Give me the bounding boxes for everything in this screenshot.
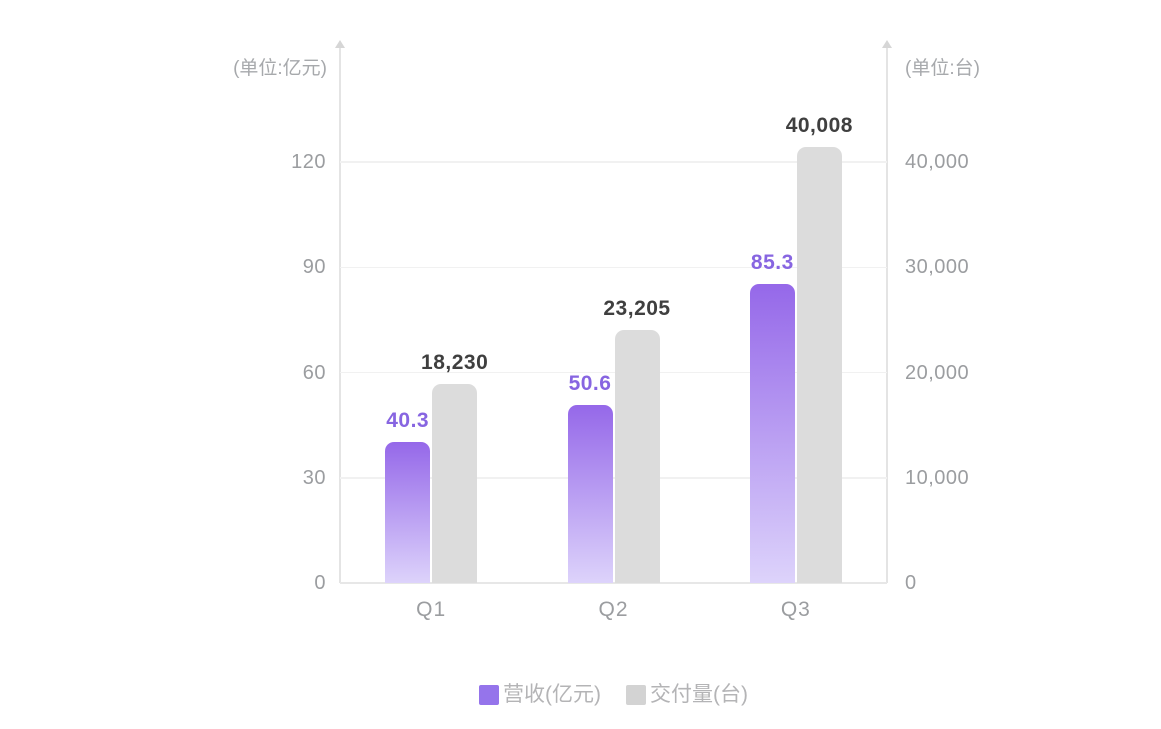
legend: 营收(亿元) 交付量(台) [340,683,887,707]
right-axis-unit-label: (单位:台) [905,58,980,79]
right-axis-tick-label: 10,000 [905,466,970,489]
x-axis-baseline [340,582,887,584]
deliveries-bar [614,330,660,583]
revenue-bar [567,405,613,583]
revenue-legend-label: 营收(亿元) [503,683,601,706]
revenue-value-label: 50.6 [568,372,612,396]
revenue-bar [385,441,431,583]
right-axis-arrow-icon [882,40,892,48]
right-axis-tick-label: 40,000 [905,151,970,173]
revenue-value-label: 85.3 [750,250,794,274]
right-axis-line [886,48,888,583]
deliveries-bar [796,147,842,583]
gridline [340,161,887,163]
deliveries-bar [432,384,478,583]
deliveries-value-label: 40,008 [785,114,853,138]
left-axis-tick-label: 0 [314,572,326,594]
revenue-value-label: 40.3 [386,408,430,432]
category-label: Q3 [780,598,811,621]
right-axis-tick-label: 30,000 [905,256,970,279]
right-axis-tick-label: 20,000 [905,361,970,384]
deliveries-legend-swatch [626,685,646,705]
deliveries-value-label: 18,230 [421,351,489,375]
gridline [340,266,887,268]
revenue-bar [749,283,795,583]
deliveries-legend-label: 交付量(台) [650,683,748,706]
left-axis-tick-label: 120 [291,151,326,173]
category-label: Q2 [598,598,629,621]
gridline [340,371,887,374]
left-axis-line [339,48,341,583]
gridline [340,477,887,479]
revenue-legend-swatch [479,685,499,705]
left-axis-unit-label: (单位:亿元) [233,58,327,79]
deliveries-value-label: 23,205 [603,297,671,321]
left-axis-tick-label: 90 [302,256,326,279]
right-axis-tick-label: 0 [905,572,917,594]
legend-item-revenue: 营收(亿元) [479,683,601,707]
left-axis-arrow-icon [335,40,345,48]
left-axis-tick-label: 60 [302,361,326,384]
legend-item-deliveries: 交付量(台) [626,683,748,707]
left-axis-tick-label: 30 [302,466,326,489]
category-label: Q1 [416,598,447,621]
